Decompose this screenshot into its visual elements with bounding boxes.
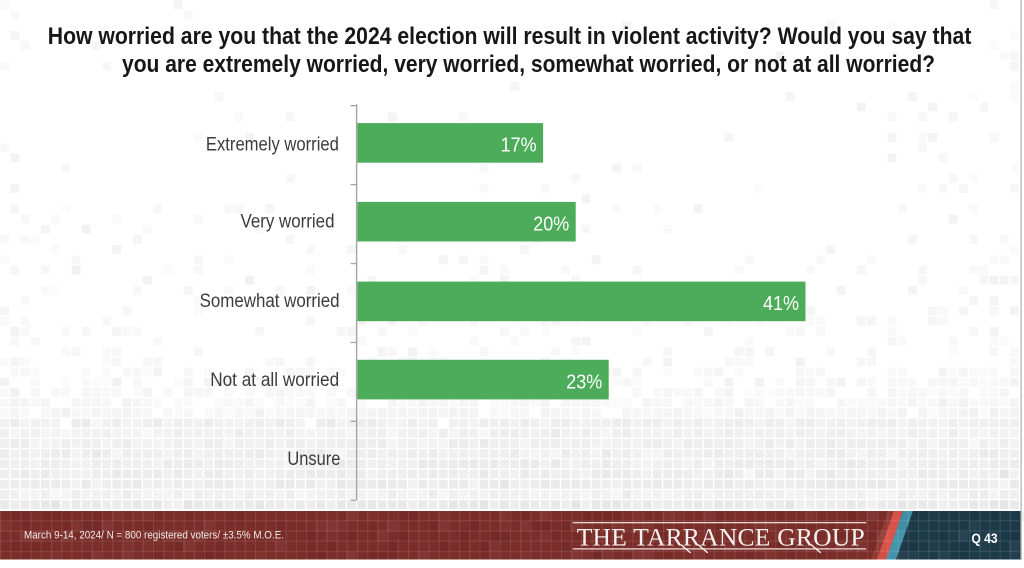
svg-text:20%: 20% xyxy=(533,212,569,235)
svg-text:Q 43: Q 43 xyxy=(972,531,998,547)
svg-text:23%: 23% xyxy=(566,370,602,393)
svg-text:How worried are you that the 2: How worried are you that the 2024 electi… xyxy=(48,23,972,50)
svg-text:Unsure: Unsure xyxy=(287,448,340,470)
svg-text:41%: 41% xyxy=(763,292,799,315)
svg-text:March 9-14, 2024/ N = 800 regi: March 9-14, 2024/ N = 800 registered vot… xyxy=(24,530,284,542)
svg-text:Very worried: Very worried xyxy=(241,210,335,232)
svg-text:you are extremely worried, ver: you are extremely worried, very worried,… xyxy=(122,51,935,78)
svg-text:17%: 17% xyxy=(501,134,537,157)
svg-text:Somewhat worried: Somewhat worried xyxy=(200,290,340,312)
svg-text:Extremely worried: Extremely worried xyxy=(206,133,339,155)
svg-text:Not at all worried: Not at all worried xyxy=(210,369,339,391)
svg-text:THE TARRANCE GROUP: THE TARRANCE GROUP xyxy=(577,523,865,552)
